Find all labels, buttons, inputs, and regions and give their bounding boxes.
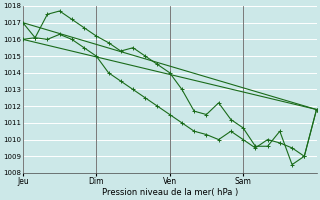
X-axis label: Pression niveau de la mer( hPa ): Pression niveau de la mer( hPa ): [101, 188, 238, 197]
